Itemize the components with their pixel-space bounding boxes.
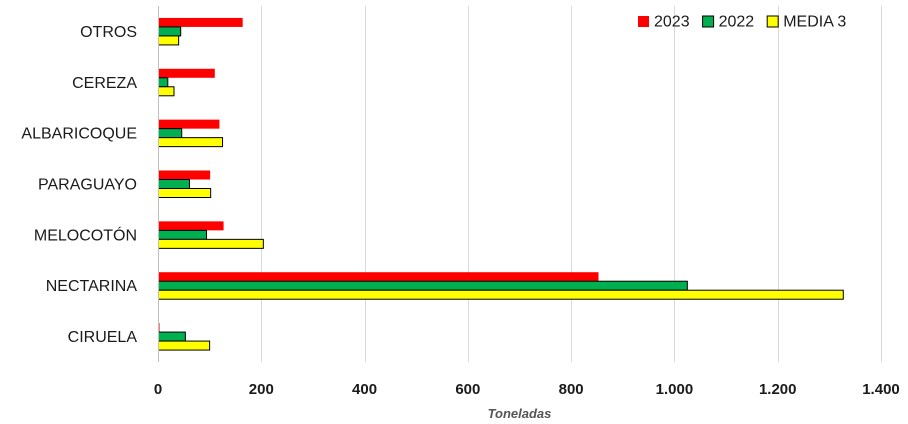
category-label: OTROS — [80, 24, 137, 41]
bar-otros-2023 — [158, 17, 243, 27]
bar-paraguayo-2023 — [158, 170, 211, 180]
category-label: NECTARINA — [46, 278, 138, 295]
bar-melocotón-2022 — [158, 229, 208, 240]
x-axis-title: Toneladas — [488, 406, 552, 421]
bar-cereza-2023 — [158, 68, 215, 78]
gridlines — [261, 6, 882, 362]
category-label: PARAGUAYO — [38, 177, 137, 194]
bar-cereza-2022 — [158, 77, 169, 88]
bar-nectarina-2023 — [158, 272, 599, 282]
x-tick-label: 600 — [455, 381, 480, 398]
bar-ciruela-2023 — [158, 323, 160, 333]
category-label: MELOCOTÓN — [34, 225, 137, 244]
legend-swatch-2022 — [702, 15, 715, 28]
bar-albaricoque-2022 — [158, 128, 183, 139]
category-label: ALBARICOQUE — [21, 126, 137, 143]
bar-otros-media-3 — [158, 35, 180, 46]
bar-paraguayo-2022 — [158, 179, 190, 189]
legend-label: 2022 — [719, 14, 755, 31]
bar-ciruela-2022 — [158, 331, 186, 342]
legend-label: 2023 — [654, 14, 690, 31]
bar-cereza-media-3 — [158, 86, 175, 97]
legend-swatch-media-3 — [766, 15, 779, 28]
category-label: CIRUELA — [68, 329, 138, 346]
bar-otros-2022 — [158, 26, 182, 37]
x-tick-labels: 0 200 400 600 800 1.000 1.200 1.400 — [154, 381, 900, 398]
bar-ciruela-media-3 — [158, 340, 211, 351]
bar-melocotón-media-3 — [158, 238, 264, 249]
bar-paraguayo-media-3 — [158, 188, 212, 198]
bar-melocotón-2023 — [158, 221, 224, 231]
legend: 2023 2022 MEDIA 3 — [638, 14, 846, 31]
x-tick-label: 1.400 — [862, 381, 900, 398]
bars — [158, 17, 844, 351]
x-tick-label: 1.000 — [656, 381, 694, 398]
bar-nectarina-2022 — [158, 280, 688, 291]
x-tick-label: 1.200 — [759, 381, 797, 398]
legend-label: MEDIA 3 — [783, 14, 846, 31]
x-tick-label: 800 — [559, 381, 584, 398]
category-label: CEREZA — [72, 75, 137, 92]
bar-albaricoque-media-3 — [158, 137, 224, 148]
x-tick-label: 400 — [352, 381, 377, 398]
x-tick-label: 200 — [249, 381, 274, 398]
category-labels: OTROS CEREZA ALBARICOQUE PARAGUAYO MELOCOTÓN… — [21, 24, 137, 346]
bar-albaricoque-2023 — [158, 119, 220, 129]
bar-nectarina-media-3 — [158, 289, 844, 300]
x-tick-label: 0 — [154, 381, 162, 398]
legend-swatch-2023 — [638, 16, 649, 27]
